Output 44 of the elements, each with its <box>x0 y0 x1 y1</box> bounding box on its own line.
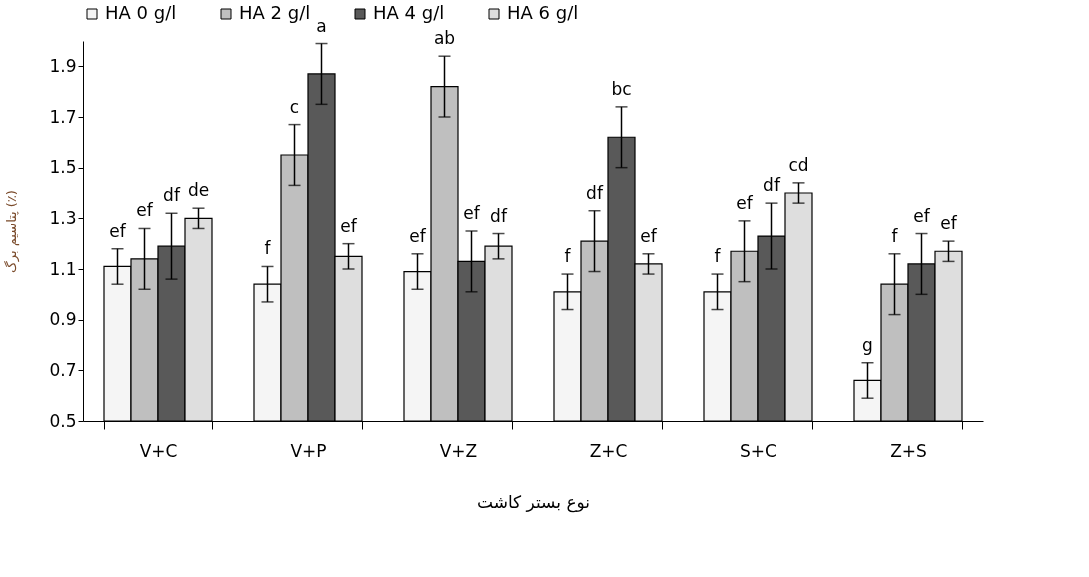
data-label: df <box>490 205 508 226</box>
y-tick-label: 1.3 <box>49 207 77 228</box>
data-label: ef <box>136 200 154 221</box>
data-label: ab <box>433 28 456 49</box>
x-tick-label: Z+S <box>890 440 927 461</box>
x-axis-title: نوع بستر کاشت <box>476 491 591 513</box>
x-tick-label: V+Z <box>439 440 478 461</box>
data-label: cd <box>788 154 809 175</box>
data-label: c <box>289 96 300 117</box>
data-label: f <box>564 246 572 267</box>
y-tick-label: 1.9 <box>49 55 77 76</box>
y-tick-label: 0.9 <box>49 309 77 330</box>
y-tick-label: 0.7 <box>49 359 77 380</box>
data-label: a <box>316 15 327 36</box>
data-label: g <box>862 334 873 355</box>
x-tick-label: S+C <box>740 440 777 461</box>
data-label: ef <box>340 215 358 236</box>
data-label: f <box>891 225 899 246</box>
x-tick-label: Z+C <box>589 440 628 461</box>
data-label: ef <box>409 225 427 246</box>
data-label: ef <box>109 220 127 241</box>
data-label: ef <box>463 203 481 223</box>
y-axis-title: پتاسیم برگ (٪) <box>3 190 21 273</box>
y-tick-label: 1.7 <box>49 106 77 127</box>
x-tick-label: V+C <box>139 440 178 461</box>
legend-label: HA 0 g/l <box>105 2 177 23</box>
data-label: ef <box>913 205 931 226</box>
data-label: f <box>264 238 272 259</box>
y-tick-label: 1.1 <box>49 258 77 279</box>
y-tick-label: 1.5 <box>49 157 77 178</box>
data-label: df <box>586 182 604 203</box>
data-label: df <box>163 185 181 206</box>
data-label: de <box>187 180 210 201</box>
legend-label: HA 4 g/l <box>373 2 445 23</box>
data-label: ef <box>640 225 658 246</box>
legend-label: HA 6 g/l <box>507 2 579 23</box>
x-tick-label: V+P <box>290 440 327 461</box>
data-label: ef <box>940 213 958 234</box>
data-label: bc <box>611 78 632 99</box>
data-label: ef <box>736 192 754 213</box>
data-label: df <box>763 175 781 196</box>
legend-label: HA 2 g/l <box>239 2 311 23</box>
y-tick-label: 0.5 <box>49 410 77 431</box>
data-label: f <box>714 246 722 267</box>
